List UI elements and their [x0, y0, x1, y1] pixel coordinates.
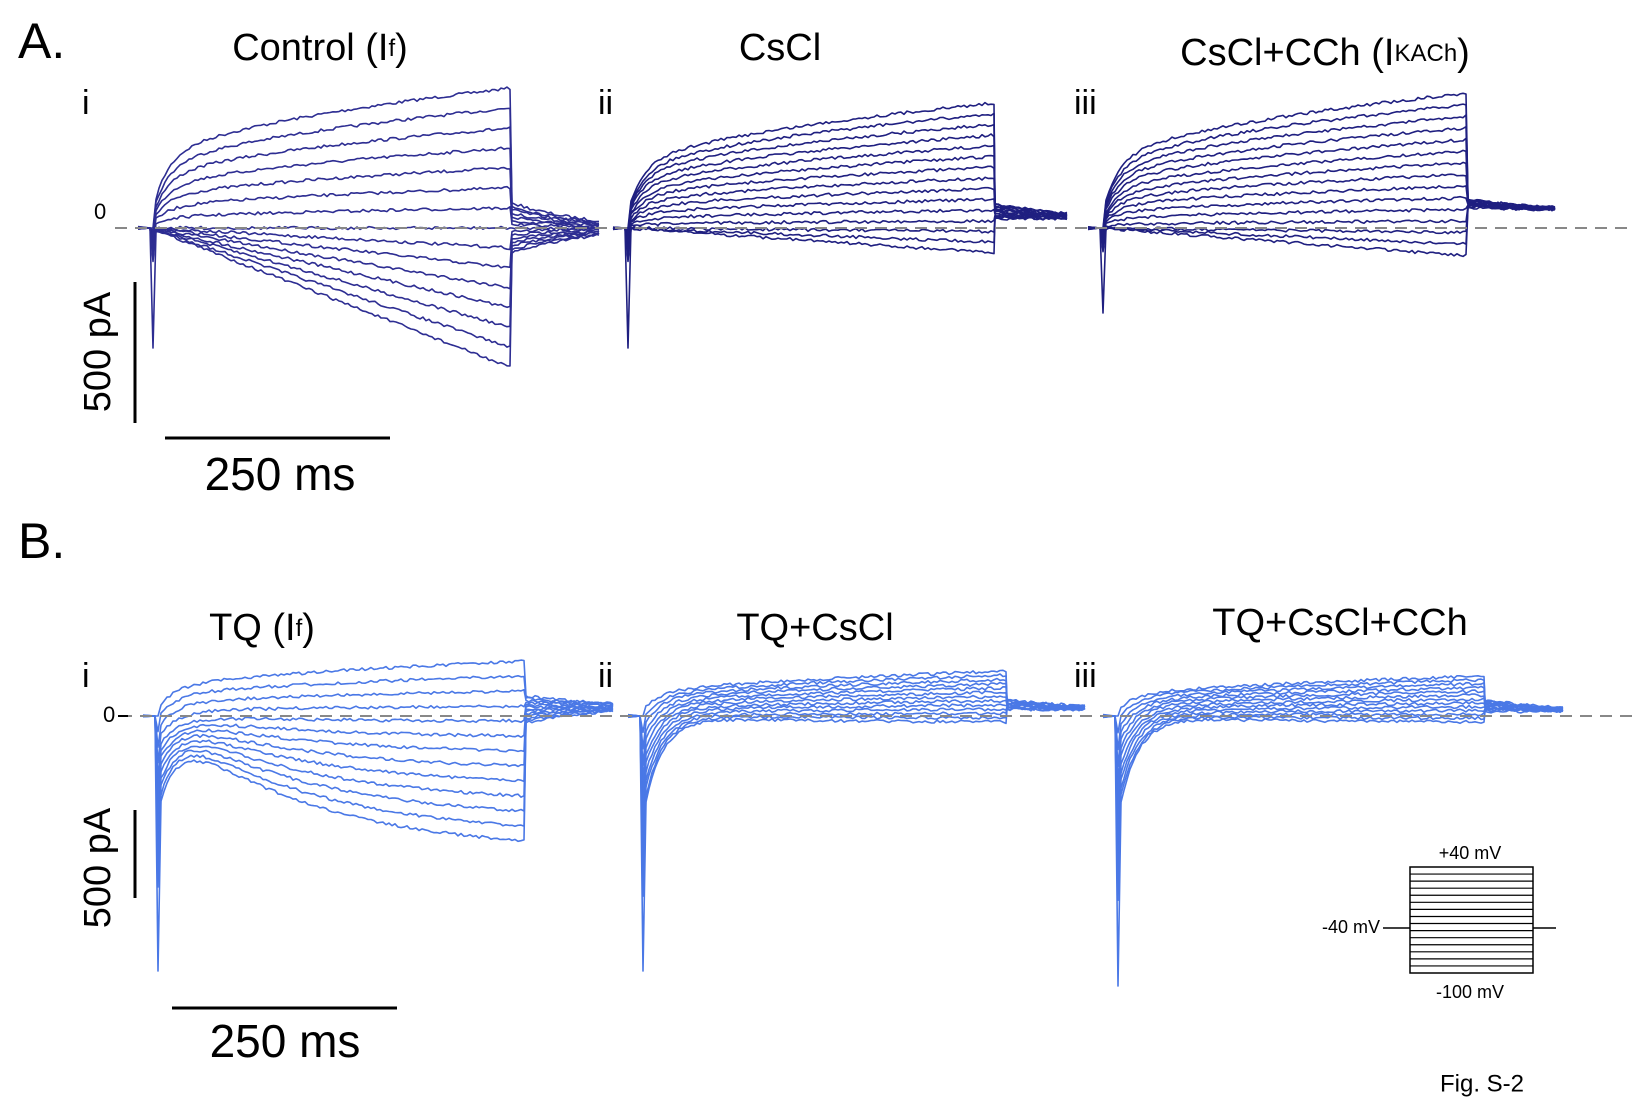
zero-label: 0	[94, 199, 106, 224]
numeral: i	[82, 657, 90, 695]
current-trace	[612, 165, 1068, 245]
current-trace	[1102, 685, 1564, 768]
current-trace	[137, 226, 600, 251]
current-trace	[137, 226, 600, 309]
current-trace	[142, 706, 614, 842]
current-trace	[1087, 149, 1556, 238]
current-trace	[137, 226, 600, 290]
panel-title: CsCl	[739, 27, 821, 69]
numeral: iii	[1074, 657, 1097, 695]
protocol-label: -100 mV	[1436, 982, 1504, 1002]
current-trace	[137, 185, 600, 242]
voltage-protocol	[1383, 866, 1556, 974]
current-trace	[142, 701, 614, 764]
current-trace	[1102, 689, 1564, 784]
current-trace	[137, 226, 600, 348]
current-trace	[137, 126, 599, 234]
current-trace	[1102, 678, 1564, 734]
current-trace	[1087, 92, 1556, 231]
panel-label: B.	[18, 513, 65, 569]
numeral: i	[82, 84, 90, 122]
current-trace	[627, 681, 1086, 766]
figure-label: Fig. S-2	[1440, 1070, 1524, 1097]
current-trace	[137, 107, 599, 232]
current-trace	[627, 706, 1085, 881]
current-trace	[142, 675, 614, 733]
current-trace	[142, 709, 614, 972]
current-trace	[137, 226, 600, 269]
current-trace	[142, 707, 614, 857]
protocol-label: -40 mV	[1322, 917, 1380, 937]
current-trace	[612, 154, 1068, 242]
current-trace	[142, 705, 614, 811]
panel-title: TQ (If)	[209, 607, 315, 649]
current-trace	[612, 216, 1068, 349]
current-trace	[1087, 206, 1556, 314]
current-trace	[612, 208, 1068, 255]
current-trace	[137, 166, 599, 240]
current-trace	[612, 213, 1068, 258]
current-trace	[1102, 709, 1564, 987]
scale-label: 500 pA	[77, 291, 119, 412]
protocol-label: +40 mV	[1439, 843, 1502, 863]
current-trace	[142, 704, 614, 795]
current-trace	[1087, 204, 1556, 248]
current-trace	[612, 176, 1068, 247]
current-trace	[137, 86, 600, 229]
current-trace	[1102, 681, 1564, 751]
current-trace	[142, 659, 614, 717]
current-trace	[612, 197, 1068, 252]
current-trace	[1087, 185, 1556, 244]
current-trace	[1087, 114, 1556, 233]
current-trace	[1102, 704, 1564, 851]
panel-title: Control (If)	[232, 27, 408, 69]
current-trace	[137, 146, 600, 237]
current-trace	[627, 704, 1086, 865]
numeral: ii	[598, 84, 613, 122]
current-trace	[627, 706, 1086, 897]
current-trace	[627, 707, 1086, 972]
panel-title: TQ+CsCl	[736, 607, 893, 649]
current-trace	[142, 689, 614, 748]
current-trace	[137, 206, 600, 245]
zero-label: 0	[103, 702, 115, 727]
current-trace	[612, 144, 1068, 240]
scale-label: 250 ms	[210, 1015, 361, 1067]
current-trace	[627, 677, 1086, 750]
scale-label: 250 ms	[205, 448, 356, 500]
panel-title: CsCl+CCh (IKACh)	[1180, 32, 1470, 74]
current-trace	[142, 709, 614, 888]
current-trace	[612, 186, 1068, 250]
panel-label: A.	[18, 13, 65, 69]
traces	[137, 86, 1564, 987]
current-trace	[1102, 700, 1564, 835]
numeral: ii	[598, 657, 613, 695]
current-trace	[627, 694, 1086, 816]
current-trace	[627, 703, 1086, 848]
panel-title: TQ+CsCl+CCh	[1212, 602, 1468, 644]
current-trace	[137, 227, 600, 367]
numeral: iii	[1074, 84, 1097, 122]
current-trace	[1102, 693, 1564, 801]
current-trace	[142, 707, 614, 873]
scale-label: 500 pA	[77, 807, 119, 928]
current-trace	[1087, 205, 1556, 253]
current-trace	[1102, 708, 1564, 902]
current-trace	[137, 227, 600, 328]
current-trace	[142, 703, 614, 779]
current-trace	[142, 706, 614, 826]
